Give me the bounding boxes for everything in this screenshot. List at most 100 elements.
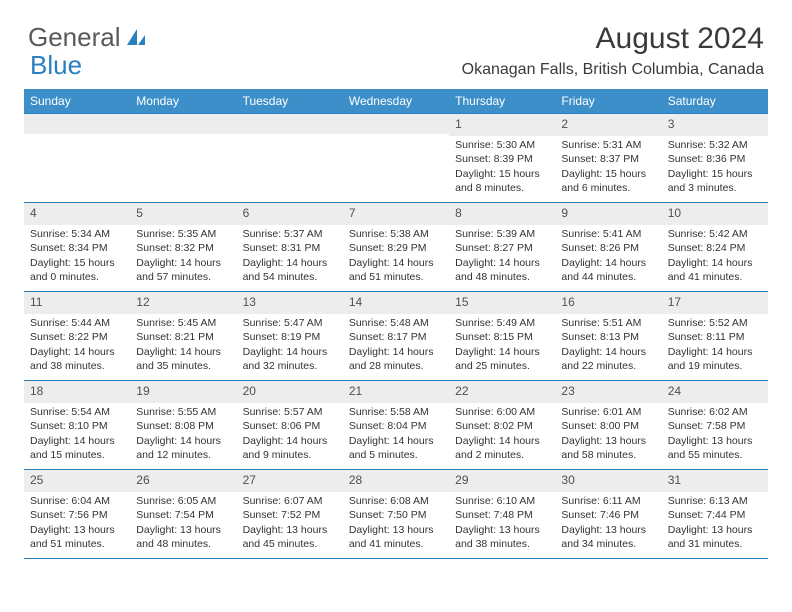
daylight-text: Daylight: 13 hours and 41 minutes. (349, 524, 443, 551)
sunset-text: Sunset: 8:08 PM (136, 420, 230, 434)
sunrise-text: Sunrise: 5:51 AM (561, 317, 655, 331)
sunrise-text: Sunrise: 6:01 AM (561, 406, 655, 420)
day-data: Sunrise: 6:00 AMSunset: 8:02 PMDaylight:… (449, 403, 555, 468)
sunset-text: Sunset: 7:48 PM (455, 509, 549, 523)
day-number: 28 (343, 470, 449, 492)
day-label-tue: Tuesday (237, 89, 343, 113)
sunrise-text: Sunrise: 5:34 AM (30, 228, 124, 242)
sunrise-text: Sunrise: 5:58 AM (349, 406, 443, 420)
sunrise-text: Sunrise: 5:35 AM (136, 228, 230, 242)
sunset-text: Sunset: 8:26 PM (561, 242, 655, 256)
day-number: 8 (449, 203, 555, 225)
month-title: August 2024 (462, 22, 764, 55)
sunset-text: Sunset: 8:31 PM (243, 242, 337, 256)
day-number: 27 (237, 470, 343, 492)
day-data: Sunrise: 5:54 AMSunset: 8:10 PMDaylight:… (24, 403, 130, 468)
day-number: 2 (555, 114, 661, 136)
sunset-text: Sunset: 8:32 PM (136, 242, 230, 256)
day-number: 13 (237, 292, 343, 314)
day-number: 14 (343, 292, 449, 314)
day-data: Sunrise: 6:04 AMSunset: 7:56 PMDaylight:… (24, 492, 130, 557)
sunrise-text: Sunrise: 5:30 AM (455, 139, 549, 153)
sunset-text: Sunset: 8:27 PM (455, 242, 549, 256)
day-number: 3 (662, 114, 768, 136)
sunrise-text: Sunrise: 5:42 AM (668, 228, 762, 242)
day-number (343, 114, 449, 134)
calendar-cell (24, 114, 130, 202)
calendar-cell (130, 114, 236, 202)
sunrise-text: Sunrise: 5:54 AM (30, 406, 124, 420)
daylight-text: Daylight: 14 hours and 2 minutes. (455, 435, 549, 462)
day-number: 1 (449, 114, 555, 136)
daylight-text: Daylight: 14 hours and 9 minutes. (243, 435, 337, 462)
sunset-text: Sunset: 7:46 PM (561, 509, 655, 523)
day-number: 16 (555, 292, 661, 314)
sunrise-text: Sunrise: 6:13 AM (668, 495, 762, 509)
day-number: 22 (449, 381, 555, 403)
day-number (130, 114, 236, 134)
day-data: Sunrise: 5:38 AMSunset: 8:29 PMDaylight:… (343, 225, 449, 290)
daylight-text: Daylight: 13 hours and 48 minutes. (136, 524, 230, 551)
weeks-container: 1Sunrise: 5:30 AMSunset: 8:39 PMDaylight… (24, 113, 768, 558)
daylight-text: Daylight: 13 hours and 31 minutes. (668, 524, 762, 551)
sunrise-text: Sunrise: 5:31 AM (561, 139, 655, 153)
calendar-cell: 17Sunrise: 5:52 AMSunset: 8:11 PMDayligh… (662, 292, 768, 380)
sunset-text: Sunset: 8:13 PM (561, 331, 655, 345)
calendar-cell: 6Sunrise: 5:37 AMSunset: 8:31 PMDaylight… (237, 203, 343, 291)
calendar-cell: 5Sunrise: 5:35 AMSunset: 8:32 PMDaylight… (130, 203, 236, 291)
day-number: 21 (343, 381, 449, 403)
sunrise-text: Sunrise: 5:57 AM (243, 406, 337, 420)
calendar-cell: 26Sunrise: 6:05 AMSunset: 7:54 PMDayligh… (130, 470, 236, 558)
calendar-cell: 19Sunrise: 5:55 AMSunset: 8:08 PMDayligh… (130, 381, 236, 469)
sunset-text: Sunset: 7:52 PM (243, 509, 337, 523)
daylight-text: Daylight: 14 hours and 38 minutes. (30, 346, 124, 373)
week-row: 1Sunrise: 5:30 AMSunset: 8:39 PMDaylight… (24, 113, 768, 202)
calendar-cell: 21Sunrise: 5:58 AMSunset: 8:04 PMDayligh… (343, 381, 449, 469)
location: Okanagan Falls, British Columbia, Canada (462, 61, 764, 79)
sunset-text: Sunset: 8:21 PM (136, 331, 230, 345)
sunset-text: Sunset: 8:22 PM (30, 331, 124, 345)
logo: General (28, 22, 148, 53)
logo-sail-icon (125, 27, 147, 49)
calendar-cell: 30Sunrise: 6:11 AMSunset: 7:46 PMDayligh… (555, 470, 661, 558)
day-data: Sunrise: 5:34 AMSunset: 8:34 PMDaylight:… (24, 225, 130, 290)
day-number: 26 (130, 470, 236, 492)
sunset-text: Sunset: 8:17 PM (349, 331, 443, 345)
daylight-text: Daylight: 13 hours and 58 minutes. (561, 435, 655, 462)
daylight-text: Daylight: 13 hours and 34 minutes. (561, 524, 655, 551)
daylight-text: Daylight: 15 hours and 6 minutes. (561, 168, 655, 195)
day-number: 30 (555, 470, 661, 492)
day-number: 29 (449, 470, 555, 492)
calendar-cell: 25Sunrise: 6:04 AMSunset: 7:56 PMDayligh… (24, 470, 130, 558)
logo-text-2: Blue (30, 50, 82, 81)
daylight-text: Daylight: 13 hours and 51 minutes. (30, 524, 124, 551)
daylight-text: Daylight: 14 hours and 25 minutes. (455, 346, 549, 373)
calendar-cell (343, 114, 449, 202)
day-label-wed: Wednesday (343, 89, 449, 113)
day-data: Sunrise: 5:51 AMSunset: 8:13 PMDaylight:… (555, 314, 661, 379)
day-data: Sunrise: 5:39 AMSunset: 8:27 PMDaylight:… (449, 225, 555, 290)
sunrise-text: Sunrise: 5:37 AM (243, 228, 337, 242)
day-number (24, 114, 130, 134)
day-number: 31 (662, 470, 768, 492)
day-data: Sunrise: 5:31 AMSunset: 8:37 PMDaylight:… (555, 136, 661, 201)
daylight-text: Daylight: 13 hours and 38 minutes. (455, 524, 549, 551)
sunset-text: Sunset: 8:36 PM (668, 153, 762, 167)
calendar-cell: 18Sunrise: 5:54 AMSunset: 8:10 PMDayligh… (24, 381, 130, 469)
sunrise-text: Sunrise: 5:52 AM (668, 317, 762, 331)
sunset-text: Sunset: 8:29 PM (349, 242, 443, 256)
sunset-text: Sunset: 7:54 PM (136, 509, 230, 523)
sunset-text: Sunset: 8:24 PM (668, 242, 762, 256)
sunrise-text: Sunrise: 6:08 AM (349, 495, 443, 509)
day-data: Sunrise: 6:10 AMSunset: 7:48 PMDaylight:… (449, 492, 555, 557)
day-number: 7 (343, 203, 449, 225)
sunrise-text: Sunrise: 5:45 AM (136, 317, 230, 331)
sunset-text: Sunset: 8:37 PM (561, 153, 655, 167)
daylight-text: Daylight: 14 hours and 19 minutes. (668, 346, 762, 373)
calendar-cell: 13Sunrise: 5:47 AMSunset: 8:19 PMDayligh… (237, 292, 343, 380)
daylight-text: Daylight: 13 hours and 45 minutes. (243, 524, 337, 551)
sunrise-text: Sunrise: 6:10 AM (455, 495, 549, 509)
sunrise-text: Sunrise: 5:44 AM (30, 317, 124, 331)
day-number: 6 (237, 203, 343, 225)
day-label-mon: Monday (130, 89, 236, 113)
